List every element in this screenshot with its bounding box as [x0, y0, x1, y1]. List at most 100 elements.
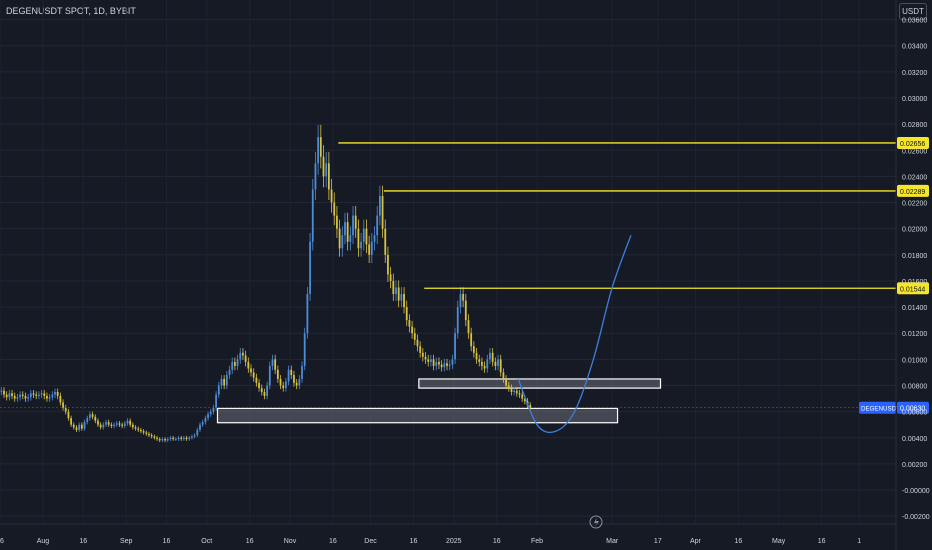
candle-body [368, 244, 371, 255]
grid [0, 0, 896, 524]
candle-body [75, 427, 78, 430]
candles [0, 124, 532, 443]
candle-body [416, 339, 419, 347]
candle-body [11, 393, 13, 396]
candle-body [209, 411, 212, 415]
candle-body [327, 163, 330, 190]
candle-body [0, 390, 3, 392]
level-label: 0.01544 [900, 286, 925, 293]
candle-body [78, 424, 81, 430]
candle-body [121, 424, 124, 426]
x-tick-label: 16 [0, 538, 4, 545]
candle-body [102, 424, 105, 428]
candle-body [413, 333, 416, 340]
candle-body [252, 372, 255, 378]
candle-body [438, 361, 440, 365]
candle-body [129, 420, 132, 425]
candle-body [499, 359, 502, 373]
y-tick-label: 0.01200 [902, 331, 927, 338]
candle-body [481, 361, 483, 366]
candle-body [134, 427, 137, 429]
candle-body [220, 378, 223, 386]
y-tick-label: 0.00200 [902, 462, 927, 469]
x-tick-label: 16 [246, 538, 254, 545]
candle-body [193, 435, 196, 437]
candle-body [370, 241, 373, 255]
candle-body [37, 394, 40, 396]
candle-body [378, 196, 381, 216]
candle-body [373, 235, 376, 242]
candle-body [46, 395, 48, 399]
candle-body [430, 359, 432, 362]
candle-body [274, 359, 277, 370]
candle-body [470, 333, 473, 347]
candle-body [411, 326, 414, 334]
level-tag [897, 184, 929, 197]
x-tick-label: May [772, 538, 786, 545]
currency-badge[interactable]: USDT [899, 3, 927, 20]
candle-body [319, 137, 322, 157]
candle-body [54, 392, 56, 395]
candle-body [196, 429, 199, 436]
y-tick-label: 0.03600 [902, 18, 927, 25]
candle-body [483, 365, 486, 369]
candle-body [306, 294, 309, 334]
candle-body [13, 395, 16, 399]
candle-body [70, 418, 73, 425]
candle-body [303, 333, 306, 366]
candle-body [40, 393, 43, 395]
candle-body [161, 439, 164, 441]
candle-body [263, 392, 266, 396]
candle-body [360, 241, 362, 249]
candle-body [247, 361, 250, 369]
candle-body [94, 416, 97, 421]
support-zone [418, 378, 662, 389]
candle-body [464, 300, 467, 321]
candle-body [419, 346, 422, 353]
candle-body [421, 352, 424, 357]
candle-body [472, 346, 475, 353]
candle-body [298, 378, 301, 386]
x-tick-label: Oct [201, 538, 212, 545]
candle-body [204, 418, 207, 423]
candle-body [491, 352, 494, 362]
candle-body [285, 381, 287, 389]
candle-body [518, 393, 521, 395]
y-tick-label: 0.00400 [902, 436, 927, 443]
x-tick-label: Dec [364, 538, 377, 545]
y-tick-label: 0.01400 [902, 305, 927, 312]
x-tick-label: 2025 [446, 538, 462, 545]
candle-body [80, 424, 83, 429]
candle-body [258, 382, 260, 389]
y-tick-label: 0.00600 [902, 410, 927, 417]
candle-body [322, 156, 325, 177]
x-tick-label: Sep [120, 538, 133, 545]
candle-body [295, 382, 298, 386]
candle-body [97, 420, 99, 425]
level-label: 0.02656 [900, 141, 925, 148]
candle-body [403, 294, 405, 308]
candle-body [191, 436, 193, 438]
candle-body [131, 424, 134, 428]
candle-body [271, 359, 274, 366]
x-tick-label: 16 [818, 538, 826, 545]
y-tick-label: 0.02800 [902, 122, 927, 129]
candle-body [344, 222, 346, 236]
candle-body [199, 424, 201, 430]
candle-body [325, 163, 328, 177]
candle-body [217, 385, 220, 395]
projection-curve [517, 234, 632, 434]
candle-body [107, 422, 110, 425]
candle-body [177, 437, 180, 440]
candle-body [223, 378, 226, 386]
candle-body [333, 202, 336, 216]
symbol-tag [859, 401, 896, 414]
candle-body [255, 377, 258, 383]
candle-body [352, 215, 354, 236]
candle-body [148, 433, 150, 436]
candle-body [475, 352, 478, 360]
current-price-label: 0.00630 [900, 406, 925, 413]
candle-body [225, 375, 228, 386]
candle-body [43, 393, 46, 396]
